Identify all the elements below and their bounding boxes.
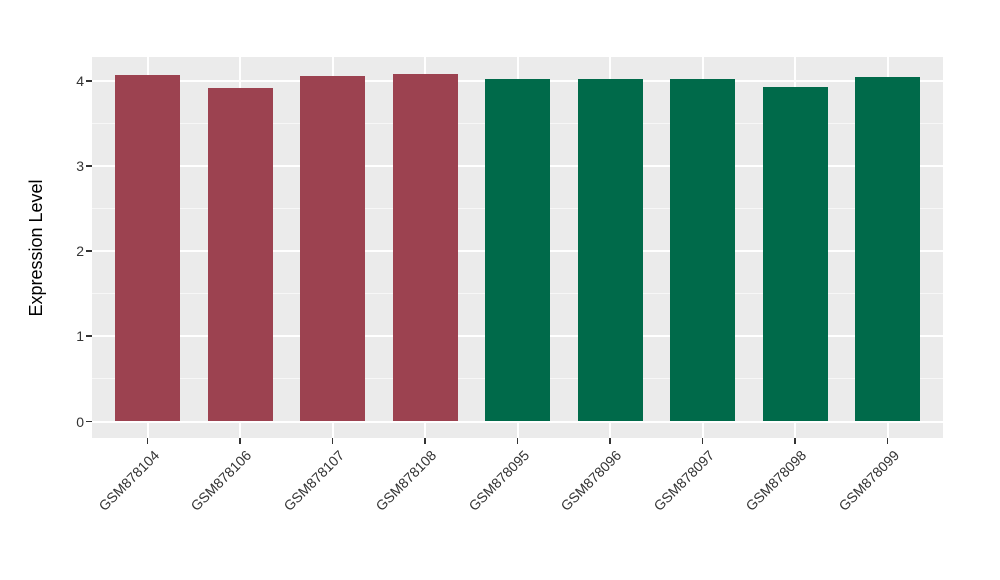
- plot-panel: [92, 57, 943, 438]
- x-tick-mark: [794, 438, 796, 444]
- y-tick-label: 3: [76, 158, 84, 175]
- x-tick-mark: [516, 438, 519, 444]
- x-tick-mark: [331, 438, 334, 444]
- bar-GSM878097: [670, 78, 735, 422]
- y-tick-mark: [86, 250, 92, 252]
- x-tick-mark: [609, 438, 611, 444]
- y-tick-mark: [86, 165, 92, 167]
- y-tick-label: 2: [76, 243, 84, 260]
- bar-GSM878107: [300, 76, 365, 422]
- y-tick-label: 0: [76, 413, 84, 430]
- y-tick-label: 4: [76, 73, 84, 90]
- x-tick-mark: [701, 438, 704, 444]
- bar-GSM878098: [763, 87, 828, 422]
- y-tick-label: 1: [76, 328, 84, 345]
- x-tick-mark: [424, 438, 426, 444]
- y-tick-mark: [86, 420, 92, 422]
- bar-GSM878099: [855, 76, 920, 422]
- bar-GSM878108: [393, 73, 458, 422]
- bar-GSM878095: [485, 78, 550, 422]
- bar-GSM878106: [208, 88, 273, 422]
- x-tick-mark: [886, 438, 889, 444]
- x-tick-mark: [146, 438, 149, 444]
- y-axis-title: Expression Level: [26, 179, 46, 317]
- bar-GSM878096: [578, 78, 643, 422]
- bar-GSM878104: [115, 75, 180, 422]
- x-tick-mark: [239, 438, 241, 444]
- y-tick-mark: [86, 335, 92, 337]
- y-tick-mark: [86, 80, 92, 82]
